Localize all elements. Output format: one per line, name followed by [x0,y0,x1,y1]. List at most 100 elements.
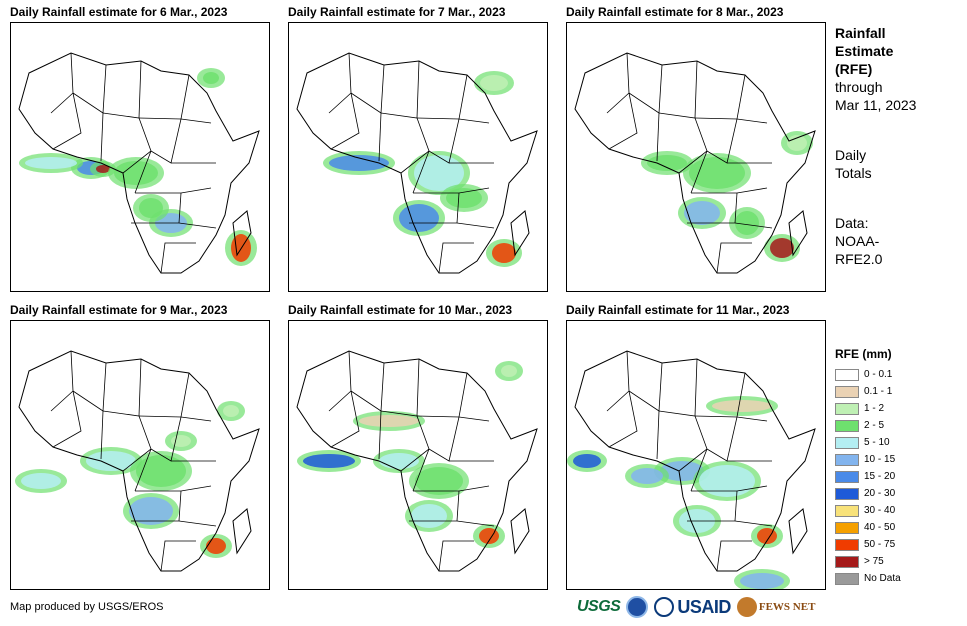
country-border [736,118,768,124]
country-border [438,540,474,572]
country-border [458,118,490,124]
rainfall-area [86,451,136,471]
country-border [658,358,698,417]
noaa-logo-icon [626,596,649,618]
country-border [412,448,430,492]
country-border [134,448,152,492]
rainfall-area [787,135,807,151]
map-credit: Map produced by USGS/EROS [10,601,164,613]
rainfall-area [359,415,419,427]
rainfall-map [288,320,548,590]
description-title-line: Estimate [835,43,894,59]
country-border [716,540,752,572]
country-border [160,242,196,274]
legend-swatch [835,555,859,568]
legend-title: RFE (mm) [835,347,892,361]
legend-label: 30 - 40 [864,505,896,516]
continent-outline [18,52,260,274]
rainfall-area [25,157,77,169]
country-border [734,490,738,522]
rainfall-area [757,528,777,544]
country-border [134,150,152,194]
description-title-line: Rainfall [835,25,886,41]
africa-map-graphic [18,52,260,274]
legend-item: 1 - 2 [835,400,901,417]
usaid-seal-icon [654,597,675,617]
legend-label: 10 - 15 [864,454,896,465]
legend-item: 20 - 30 [835,485,901,502]
rainfall-area [399,204,439,232]
legend-label: 0 - 0.1 [864,369,893,380]
panel-title: Daily Rainfall estimate for 8 Mar., 2023 [566,5,784,19]
description-through: through [835,79,883,95]
legend-swatch [835,385,859,398]
africa-map-graphic [574,52,816,274]
rainfall-area [129,497,173,525]
country-border [380,358,420,417]
rainfall-area [689,157,745,189]
africa-map-graphic [296,52,538,274]
rainfall-map [566,22,826,292]
legend-swatch [835,453,859,466]
description-title-line: (RFE) [835,61,873,77]
country-border [656,112,660,162]
panel-title: Daily Rainfall estimate for 9 Mar., 2023 [10,303,228,317]
country-border [694,74,746,120]
rainfall-area [171,435,191,447]
rainfall-area [329,155,389,171]
country-border [608,92,638,150]
rainfall-area [136,455,186,487]
country-border [438,242,474,274]
country-border [52,390,82,448]
country-border [350,64,385,114]
madagascar-outline [232,508,252,555]
legend-swatch [835,419,859,432]
country-border [328,52,352,114]
legend-swatch [835,436,859,449]
country-border [150,118,182,164]
rainfall-map [566,320,826,590]
rainfall-area [501,365,517,377]
country-border [138,74,190,120]
legend-item: 2 - 5 [835,417,901,434]
country-border [736,416,768,422]
country-border [178,490,182,522]
madagascar-outline [232,210,252,257]
rainfall-area [114,161,158,185]
country-border [456,490,460,522]
continent-outline [296,350,538,572]
legend-item: No Data [835,570,901,587]
country-border [100,410,104,460]
rainfall-area [303,454,355,468]
legend-item: 10 - 15 [835,451,901,468]
country-border [416,74,468,120]
usaid-logo-text: USAID [677,596,731,617]
rainfall-area [647,155,687,171]
country-border [160,540,196,572]
country-border [458,416,490,422]
rainfall-map [10,320,270,590]
country-border [378,410,382,460]
country-border [50,350,74,412]
country-border [416,372,468,418]
rainfall-area [735,211,759,235]
legend-label: > 75 [864,556,884,567]
legend-swatch [835,572,859,585]
rainfall-area [206,538,226,554]
legend-swatch [835,487,859,500]
africa-map-graphic [567,350,816,589]
country-border [72,362,107,412]
country-border [734,192,738,224]
panel-title: Daily Rainfall estimate for 11 Mar., 202… [566,303,790,317]
rainfall-area [96,165,110,173]
logo-strip: USGS USAID FEWS NET [577,596,815,618]
legend-label: 0.1 - 1 [864,386,893,397]
country-border [178,192,182,224]
country-border [378,112,382,162]
country-border [412,150,430,194]
panel-title: Daily Rainfall estimate for 6 Mar., 2023 [10,5,228,19]
country-border [102,60,142,119]
country-border [690,150,708,194]
rainfall-area [631,468,663,484]
rainfall-map [288,22,548,292]
